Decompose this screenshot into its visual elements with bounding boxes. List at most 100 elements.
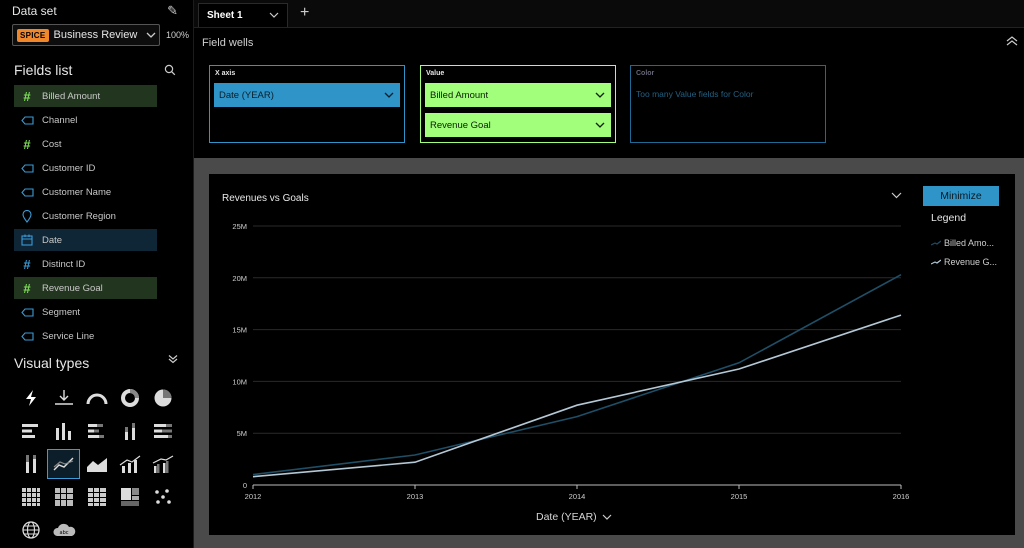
field-label: Customer Region (42, 210, 116, 222)
chevron-down-icon[interactable] (384, 90, 394, 101)
legend-label: Revenue G... (944, 257, 998, 267)
tab-sheet-1[interactable]: Sheet 1 (198, 3, 288, 27)
x-tick-label: 2014 (569, 492, 586, 501)
field-service-line[interactable]: Service Line (14, 325, 157, 347)
value-field-pill-revenue-goal[interactable]: Revenue Goal (425, 113, 611, 137)
field-label: Date (42, 234, 63, 246)
x-axis-well-label: X axis (215, 70, 236, 77)
measure-icon: # (23, 280, 31, 296)
color-well[interactable]: Color Too many Value fields for Color (630, 65, 826, 143)
geo-map-globe-icon[interactable] (14, 515, 47, 545)
field-label: Billed Amount (42, 90, 101, 102)
add-sheet-plus-icon[interactable]: + (300, 4, 310, 21)
dimension-tag-icon (20, 185, 34, 199)
field-label: Customer Name (42, 186, 112, 198)
line-chart-icon[interactable] (47, 448, 80, 479)
field-cost[interactable]: # Cost (14, 133, 157, 155)
pie-chart-icon[interactable] (146, 383, 179, 413)
legend-line-swatch-icon (931, 240, 941, 246)
legend-item-revenue-goal[interactable]: Revenue G... (931, 257, 997, 267)
tree-map-icon[interactable] (113, 482, 146, 512)
dataset-name: Business Review (53, 29, 138, 41)
donut-chart-icon[interactable] (113, 383, 146, 413)
field-wells-panel: Field wells X axis Date (YEAR) Value Bil… (194, 28, 1024, 158)
y-tick-label: 25M (232, 222, 247, 231)
chevron-down-icon (143, 30, 159, 41)
analysis-canvas: Revenues vs Goals Minimize Legend Billed… (194, 158, 1024, 548)
collapse-chevrons-icon[interactable] (168, 354, 178, 367)
field-label: Distinct ID (42, 258, 86, 270)
tab-chevron-down-icon[interactable] (269, 10, 279, 21)
color-well-label: Color (636, 70, 655, 77)
color-well-hint: Too many Value fields for Color (636, 89, 754, 99)
line-chart-plot: 0 5M 10M 15M 20M 25M 2012 2013 2014 2015 2016 (232, 222, 909, 501)
pill-label: Billed Amount (430, 89, 489, 101)
field-revenue-goal[interactable]: # Revenue Goal (14, 277, 157, 299)
value-well[interactable]: Value Billed Amount Revenue Goal (420, 65, 616, 143)
chevron-down-icon[interactable] (595, 90, 605, 101)
vertical-bar-icon[interactable] (47, 416, 80, 446)
calendar-icon (20, 233, 34, 247)
dimension-tag-icon (20, 329, 34, 343)
legend-title: Legend (931, 212, 967, 224)
spice-capacity-percent: 100% (166, 30, 190, 40)
word-cloud-icon[interactable]: abc (47, 515, 80, 545)
field-label: Service Line (42, 330, 95, 342)
x-axis-title[interactable]: Date (YEAR) (536, 511, 612, 523)
autograph-lightning-icon[interactable] (14, 383, 47, 413)
area-chart-icon[interactable] (80, 449, 113, 479)
kpi-icon[interactable] (47, 383, 80, 413)
chevron-down-icon[interactable] (595, 120, 605, 131)
line-chart-visual[interactable]: Revenues vs Goals Minimize Legend Billed… (209, 174, 1015, 535)
sidebar: Data set ✎ SPICE Business Review 100% Fi… (0, 0, 194, 548)
clustered-combo-icon[interactable] (146, 449, 179, 479)
y-tick-label: 0 (243, 481, 247, 490)
legend-label: Billed Amo... (944, 238, 995, 248)
pill-label: Date (YEAR) (219, 89, 274, 101)
pivot-table-icon[interactable] (47, 482, 80, 512)
edit-dataset-pencil-icon[interactable]: ✎ (167, 3, 178, 18)
table-icon[interactable] (80, 482, 113, 512)
minimize-button[interactable]: Minimize (923, 186, 999, 206)
legend-item-billed-amount[interactable]: Billed Amo... (931, 238, 994, 248)
field-label: Channel (42, 114, 78, 126)
field-billed-amount[interactable]: # Billed Amount (14, 85, 157, 107)
search-icon[interactable] (164, 64, 176, 76)
scatter-plot-icon[interactable] (146, 482, 179, 512)
combo-bar-line-icon[interactable] (113, 449, 146, 479)
dataset-header-label: Data set (12, 4, 57, 18)
x-axis-field-pill[interactable]: Date (YEAR) (214, 83, 400, 107)
series-line (252, 273, 902, 476)
x-axis-well[interactable]: X axis Date (YEAR) (209, 65, 405, 143)
dataset-select[interactable]: SPICE Business Review (12, 24, 160, 46)
dimension-tag-icon (20, 305, 34, 319)
horizontal-bar-icon[interactable] (14, 416, 47, 446)
x-axis-title-label: Date (YEAR) (536, 511, 597, 523)
collapse-chevrons-up-icon[interactable] (1006, 36, 1018, 49)
field-segment[interactable]: Segment (14, 301, 157, 323)
geo-pin-icon (20, 209, 34, 223)
dimension-hash-icon: # (23, 256, 31, 272)
stacked-vertical-bar-icon[interactable] (113, 416, 146, 446)
value-well-label: Value (426, 70, 445, 77)
heat-map-icon[interactable] (14, 482, 47, 512)
visual-types-title: Visual types (14, 355, 90, 371)
field-customer-name[interactable]: Customer Name (14, 181, 157, 203)
pill-label: Revenue Goal (430, 119, 491, 131)
dataset-header: Data set ✎ (12, 3, 188, 18)
x-axis-chevron-down-icon[interactable] (602, 514, 612, 520)
field-customer-id[interactable]: Customer ID (14, 157, 157, 179)
visual-menu-chevron-icon[interactable] (891, 190, 902, 202)
stacked-horizontal-bar-icon[interactable] (80, 416, 113, 446)
y-tick-label: 15M (232, 326, 247, 335)
field-channel[interactable]: Channel (14, 109, 157, 131)
fields-list-title: Fields list (14, 62, 73, 78)
gauge-icon[interactable] (80, 383, 113, 413)
field-customer-region[interactable]: Customer Region (14, 205, 157, 227)
value-field-pill-billed-amount[interactable]: Billed Amount (425, 83, 611, 107)
percent-horizontal-bar-icon[interactable] (146, 416, 179, 446)
field-date[interactable]: Date (14, 229, 157, 251)
field-distinct-id[interactable]: # Distinct ID (14, 253, 157, 275)
series-line (252, 314, 902, 478)
percent-vertical-bar-icon[interactable] (14, 449, 47, 479)
